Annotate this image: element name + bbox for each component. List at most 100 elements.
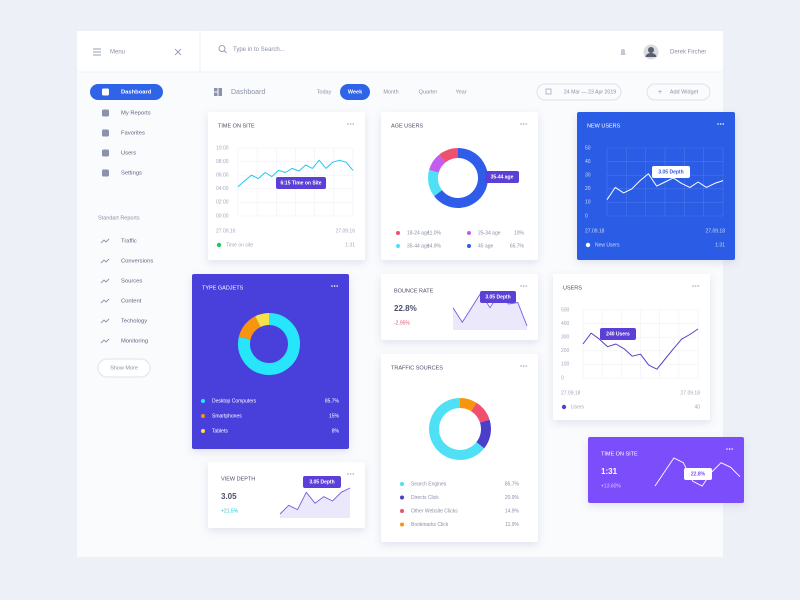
- series-line: [237, 159, 354, 188]
- card-menu[interactable]: [347, 123, 355, 125]
- donut-segment: [429, 154, 446, 173]
- notification-icon[interactable]: [620, 49, 626, 55]
- nav-item[interactable]: My Reports: [102, 109, 151, 117]
- menu-button[interactable]: [93, 48, 101, 56]
- card-menu[interactable]: [692, 285, 699, 287]
- card-menu[interactable]: [520, 123, 527, 125]
- card: [381, 354, 538, 542]
- card-title: TYPE GADJETS: [202, 285, 244, 291]
- period-tabs: Today Week Month Quarter Year: [317, 84, 467, 100]
- card-title: TIME ON SITE: [218, 123, 255, 129]
- nav-item[interactable]: Users: [102, 149, 136, 157]
- report-icon: [100, 258, 110, 264]
- legend-value: 1:31: [345, 242, 355, 248]
- close-button[interactable]: [174, 48, 182, 56]
- show-more-button[interactable]: [97, 358, 151, 378]
- x-tick-label: 27.09.18: [681, 390, 701, 396]
- donut-segment: [470, 402, 490, 423]
- legend-label: 35-44 age: [407, 243, 430, 249]
- y-tick-label: 20: [585, 186, 591, 192]
- period-tab[interactable]: Month: [383, 89, 398, 95]
- add-widget-button[interactable]: [646, 83, 711, 101]
- legend-marker: [400, 509, 404, 513]
- legend-value: 14.9%: [505, 508, 520, 514]
- widget-card: BOUNCE RATE 22.8% -2.95% 3.05 Depth: [381, 274, 538, 340]
- legend-label: 45 age: [478, 243, 494, 249]
- legend-value: 11.0%: [427, 230, 441, 236]
- donut-segment: [238, 313, 300, 375]
- period-tab[interactable]: Today: [317, 89, 332, 95]
- legend-label: Smartphones: [212, 413, 242, 419]
- stat-value: 1:31: [601, 467, 618, 476]
- search-input[interactable]: Type in to Search...: [233, 47, 285, 53]
- nav-item[interactable]: Settings: [102, 169, 142, 177]
- y-tick-label: 0: [585, 213, 588, 219]
- tooltip-label: 3.05 Depth: [309, 479, 334, 485]
- card-menu-dot: [352, 123, 355, 125]
- card-menu[interactable]: [347, 473, 355, 475]
- tooltip: [652, 166, 690, 178]
- card-menu-dot: [352, 473, 355, 475]
- widget-card: USERS 0 100 200 300 400 500 27.09.18 27.09.18 Use…: [553, 274, 710, 420]
- report-icon: [100, 338, 110, 344]
- nav-active-pill: [90, 84, 163, 100]
- card-menu-dot: [347, 473, 349, 475]
- period-label: Quarter: [419, 89, 438, 95]
- nav-label: Dashboard: [121, 90, 152, 96]
- sparkline-area: [453, 293, 527, 330]
- tooltip: [600, 328, 636, 340]
- legend-label: Bookmarks Click: [411, 522, 449, 528]
- period-tab[interactable]: Quarter: [419, 89, 438, 95]
- legend-value: 10%: [514, 230, 525, 236]
- report-item[interactable]: Content: [100, 299, 142, 305]
- nav-icon: [102, 88, 109, 96]
- card-menu-dot: [336, 285, 339, 287]
- card-menu-dot: [520, 285, 522, 287]
- card-menu[interactable]: [520, 285, 527, 287]
- stat-value: 22.8%: [394, 304, 417, 313]
- card-menu-dot: [520, 365, 522, 367]
- report-item[interactable]: Sources: [100, 279, 142, 285]
- legend-marker: [585, 242, 591, 248]
- nav-item[interactable]: Dashboard: [90, 84, 163, 100]
- card-menu[interactable]: [520, 365, 527, 367]
- card-menu[interactable]: [726, 448, 733, 450]
- nav-item[interactable]: Favorites: [102, 129, 145, 137]
- card-menu[interactable]: [717, 123, 724, 125]
- user-name[interactable]: Derek Fircher: [670, 50, 706, 56]
- y-tick-label: 06:00: [216, 173, 229, 179]
- y-tick-label: 10:00: [216, 145, 229, 151]
- legend-marker: [400, 482, 404, 486]
- card-title: USERS: [563, 285, 582, 291]
- report-label: Techology: [121, 319, 147, 325]
- legend-label: 18-24 age: [407, 230, 430, 236]
- donut-segment: [439, 148, 459, 163]
- report-label: Content: [121, 299, 142, 305]
- card-menu-dot: [728, 448, 731, 450]
- nav-label: Users: [121, 151, 136, 157]
- widgets: TIME ON SITE 10:00 08:00 06:00 04:00 02:00 00:…: [192, 112, 744, 542]
- report-item[interactable]: Conversions: [100, 258, 153, 265]
- report-icon: [100, 238, 110, 244]
- card-title: TIME ON SITE: [601, 451, 638, 457]
- period-tab[interactable]: Week: [340, 84, 370, 100]
- report-item[interactable]: Techology: [100, 319, 147, 325]
- period-tab[interactable]: Year: [455, 89, 466, 95]
- card-menu-dot: [522, 365, 525, 367]
- donut-segment: [428, 169, 443, 197]
- date-range-picker[interactable]: [536, 83, 622, 101]
- y-tick-label: 10: [585, 200, 591, 206]
- legend-marker: [201, 399, 205, 403]
- dashboard-icon: [214, 88, 218, 92]
- tooltip: [485, 171, 519, 183]
- page-title: Dashboard: [231, 89, 265, 96]
- legend-value: 8%: [332, 428, 340, 434]
- card-title: TRAFFIC SOURCES: [391, 365, 443, 371]
- nav-icon: [102, 149, 109, 157]
- tooltip-label: 3.05 Depth: [485, 294, 510, 300]
- legend-marker: [400, 495, 404, 500]
- report-item[interactable]: Traffic: [100, 238, 137, 245]
- legend-value: 14.9%: [427, 243, 442, 249]
- card-menu[interactable]: [331, 285, 339, 287]
- report-item[interactable]: Monitoring: [100, 338, 148, 345]
